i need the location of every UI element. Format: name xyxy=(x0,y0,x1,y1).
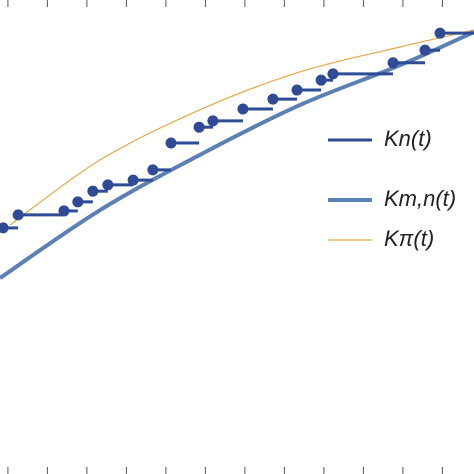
curve xyxy=(0,30,474,280)
step-point xyxy=(207,115,219,127)
step-point xyxy=(387,57,399,69)
step-point xyxy=(12,209,24,221)
step-point xyxy=(291,84,303,96)
step-point xyxy=(165,137,177,149)
step-point xyxy=(72,196,84,208)
step-point xyxy=(147,164,159,176)
step-point xyxy=(193,121,205,133)
step-point xyxy=(434,27,446,39)
step-point xyxy=(127,174,139,186)
step-point xyxy=(237,103,249,115)
step-point xyxy=(0,222,9,234)
legend-label: Kn(t) xyxy=(384,126,432,151)
step-point xyxy=(87,185,99,197)
curve xyxy=(9,29,474,226)
legend-label: Km,n(t) xyxy=(384,186,456,211)
step-point xyxy=(102,179,114,191)
step-point xyxy=(419,44,431,56)
step-point xyxy=(315,74,327,86)
step-point xyxy=(267,93,279,105)
legend-label: Kπ(t) xyxy=(384,226,434,251)
step-point xyxy=(327,68,339,80)
step-point xyxy=(58,205,70,217)
